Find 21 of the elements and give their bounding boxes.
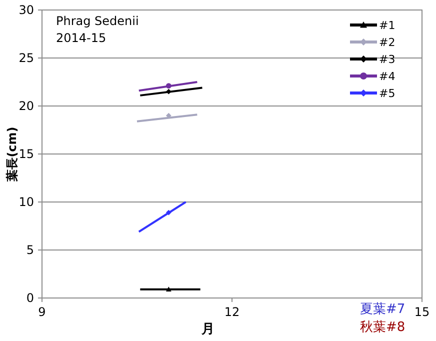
y-tick-label: 20	[18, 99, 34, 113]
text: 秋葉#8	[360, 320, 406, 335]
chart-title: Phrag Sedenii	[56, 14, 139, 28]
y-tick-label: 10	[18, 195, 34, 209]
y-tick-label: 25	[18, 51, 34, 65]
x-axis-title: 月	[200, 322, 214, 337]
y-axis-title: 葉長(cm)	[5, 126, 19, 182]
y-tick-label: 30	[18, 3, 34, 17]
text: 2014-15	[56, 31, 106, 45]
y-tick-label: 15	[18, 147, 34, 161]
y-tick-label: 0	[26, 291, 34, 305]
legend-label: #4	[379, 70, 396, 83]
legend-label: #2	[379, 36, 396, 49]
text: 夏葉#7	[360, 302, 406, 317]
x-tick-label: 12	[224, 305, 240, 319]
legend-label: #5	[379, 87, 396, 100]
x-tick-label: 9	[38, 305, 46, 319]
legend-label: #3	[379, 53, 396, 66]
y-tick-label: 5	[26, 243, 34, 257]
x-tick-label: 15	[414, 305, 430, 319]
legend-label: #1	[379, 19, 396, 32]
